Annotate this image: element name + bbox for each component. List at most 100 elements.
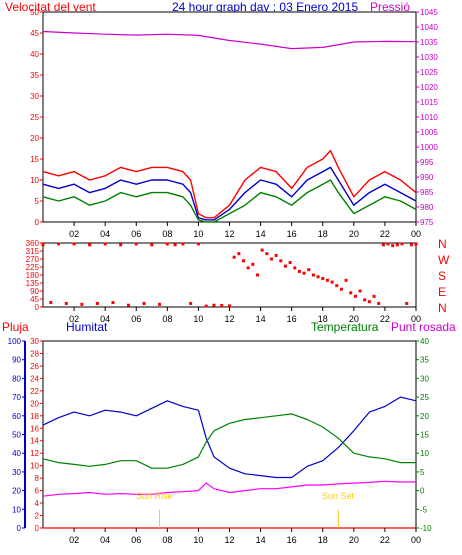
humidity-x-tick-label: 04 [100,535,110,545]
pressure-y-tick-label: 1015 [420,98,438,107]
pressure-y-tick-label: 990 [420,173,434,182]
direction-point [311,273,315,277]
pressure-y-tick-label: 1005 [420,128,438,137]
temperature-y-tick-label: 0 [420,487,425,496]
direction-point [349,291,353,295]
direction-point [377,301,381,305]
direction-point [228,304,231,308]
rain-y-tick-label: 18 [30,412,39,421]
wind-x-tick-label: 14 [256,229,266,239]
humidity-x-tick-label: 18 [318,535,328,545]
direction-point [204,304,208,308]
sun-annotation: Sun Set [322,491,355,501]
direction-y-tick-label: 315 [26,247,40,256]
direction-point [274,253,278,257]
direction-point [400,242,404,246]
pressure-y-tick-label: 995 [420,158,434,167]
wind-speed-y-tick-label: 30 [30,92,39,101]
temperature-y-tick-label: -5 [420,505,428,514]
pressure-y-tick-label: 1020 [420,83,438,92]
compass-label: N [438,237,447,251]
pressure-y-tick-label: 1000 [420,143,438,152]
direction-point [196,242,200,246]
rain-label: Pluja [2,320,29,334]
direction-point [260,248,264,252]
pressure-y-tick-label: 975 [420,218,434,227]
direction-point [173,243,177,247]
direction-y-tick-label: 270 [26,255,40,264]
direction-point [64,301,68,305]
direction-point [325,278,329,282]
direction-point [353,294,357,298]
direction-y-tick-label: 225 [26,263,40,272]
temperature-y-tick-label: -10 [420,524,432,533]
direction-point [80,302,84,306]
wind-speed-y-tick-label: 50 [30,8,39,17]
direction-point [142,301,146,305]
rain-y-tick-label: 0 [35,524,40,533]
rain-y-tick-label: 10 [30,462,39,471]
direction-point [57,242,61,246]
direction-point [339,287,343,291]
wind-series-line [42,149,417,219]
rain-y-tick-label: 12 [30,449,39,458]
direction-point [103,242,107,246]
rain-y-tick-label: 4 [35,499,40,508]
pressure-y-tick-label: 1035 [420,38,438,47]
direction-point [265,252,269,256]
temperature-y-tick-label: 10 [420,449,429,458]
temperature-y-tick-label: 15 [420,431,429,440]
sun-annotation: Sun Rise [136,491,173,501]
direction-y-tick-label: 45 [30,295,39,304]
rain-y-tick-label: 28 [30,349,39,358]
humidity-y-tick-label: 80 [12,374,21,383]
temperature-y-tick-label: 40 [420,337,429,346]
wind-x-tick-label: 12 [224,229,234,239]
direction-x-tick-label: 16 [287,314,297,324]
direction-point [150,243,154,247]
direction-point [386,242,390,246]
direction-y-tick-label: 90 [30,287,39,296]
direction-point [307,268,311,272]
pressure-label: Pressió [370,0,410,14]
wind-speed-y-tick-label: 10 [30,176,39,185]
wind-x-tick-label: 10 [193,229,203,239]
direction-point [321,277,325,281]
wind-x-tick-label: 22 [380,229,390,239]
direction-point [220,304,224,308]
direction-point [414,242,418,246]
humidity-temp-series-line [42,413,416,469]
direction-y-tick-label: 0 [35,303,40,312]
wind-series-line [42,30,417,50]
pressure-y-tick-label: 985 [420,188,434,197]
humidity-x-tick-label: 00 [411,535,421,545]
humidity-x-tick-label: 16 [287,535,297,545]
direction-x-tick-label: 20 [349,314,359,324]
direction-point [134,242,138,246]
rain-y-tick-label: 6 [35,487,40,496]
humidity-y-tick-label: 60 [12,412,21,421]
humidity-x-tick-label: 10 [193,535,203,545]
direction-x-tick-label: 02 [69,314,79,324]
compass-label: W [438,253,450,267]
wind-speed-y-tick-label: 20 [30,134,39,143]
rain-y-tick-label: 8 [35,474,40,483]
rain-y-tick-label: 2 [35,512,40,521]
direction-point [111,301,115,305]
direction-point [255,273,259,277]
direction-point [189,301,193,305]
direction-point [330,280,334,284]
compass-label: E [438,285,446,299]
humidity-x-tick-label: 02 [69,535,79,545]
rain-y-tick-label: 20 [30,399,39,408]
humidity-x-tick-label: 12 [224,535,234,545]
direction-point [88,243,92,247]
direction-point [181,242,185,246]
direction-point [316,275,320,279]
direction-y-tick-label: 135 [26,279,40,288]
humidity-temp-series-line [42,396,417,479]
pressure-y-tick-label: 1010 [420,113,438,122]
direction-point [405,301,409,305]
wind-speed-y-tick-label: 40 [30,50,39,59]
wind-speed-y-tick-label: 5 [35,197,40,206]
